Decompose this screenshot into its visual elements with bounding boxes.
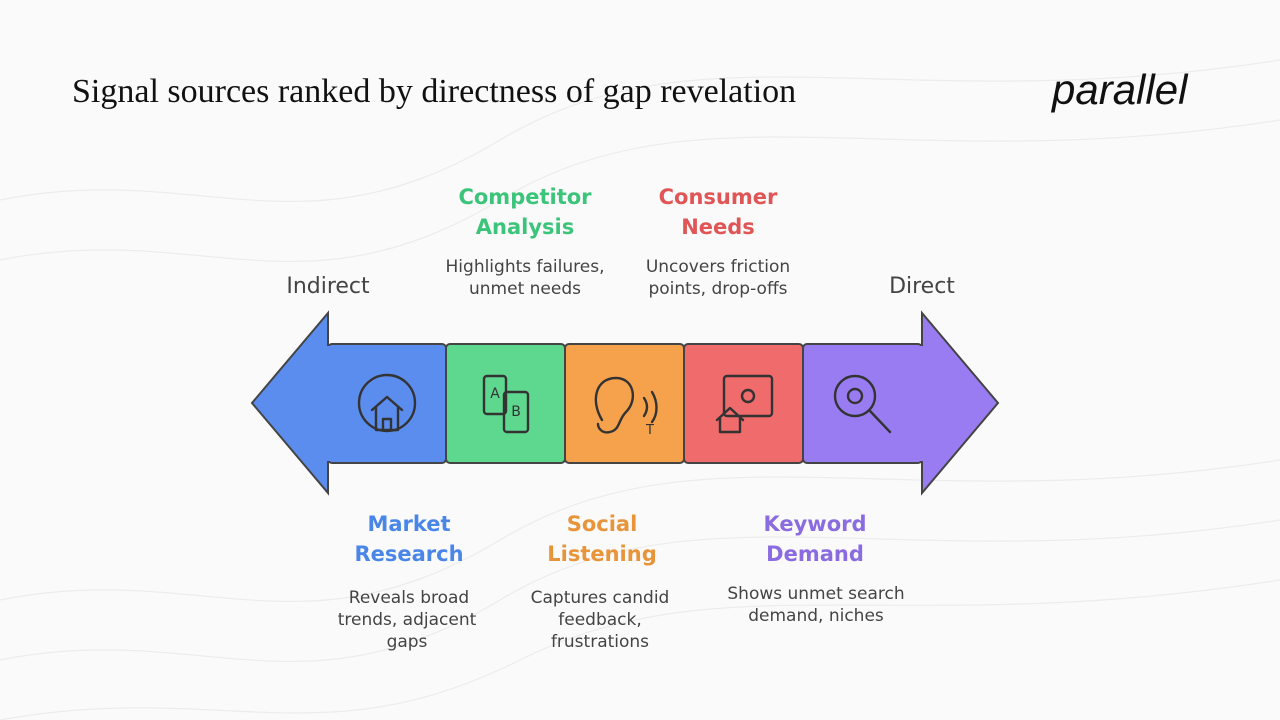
icon-ear: T [594, 376, 658, 438]
segment [683, 343, 804, 464]
item-title: Listening [547, 542, 657, 566]
arrow [250, 310, 1000, 496]
item-description: demand, niches [748, 606, 884, 626]
joint [918, 346, 932, 461]
item-title: Needs [681, 215, 755, 239]
title: Signal sources ranked by directness of g… [72, 73, 796, 110]
item-title: Keyword [763, 512, 866, 536]
item-title: Demand [766, 542, 864, 566]
item-description: trends, adjacent [338, 610, 477, 630]
joint [318, 346, 332, 461]
segment [327, 343, 447, 464]
item-description: unmet needs [469, 279, 581, 299]
icon-globe-house [357, 373, 417, 433]
item-title: Consumer [659, 185, 778, 209]
scale-left: Indirect [286, 274, 370, 299]
svg-text:T: T [645, 423, 654, 438]
segment [564, 343, 685, 464]
icon-ab: A B [482, 374, 530, 434]
item-title: Market [367, 512, 450, 536]
icon-screen-house [715, 374, 774, 434]
labels: Market Research Reveals broad trends, ad… [338, 185, 905, 652]
item-title: Competitor [458, 185, 592, 209]
svg-text:B: B [511, 404, 521, 420]
item-description: points, drop-offs [648, 279, 787, 299]
arrow-right-head [921, 310, 1000, 496]
icon-search-gear [833, 374, 892, 434]
arrow-left-head [250, 310, 329, 496]
item-description: Captures candid [531, 588, 670, 608]
item-description: Uncovers friction [646, 257, 790, 277]
item-description: frustrations [551, 632, 649, 652]
item-description: Highlights failures, [446, 257, 605, 277]
item-description: gaps [387, 632, 428, 652]
item-description: Reveals broad [349, 588, 469, 608]
icons: A B T [357, 373, 892, 438]
item-title: Analysis [476, 215, 574, 239]
item-description: feedback, [558, 610, 642, 630]
background-pattern [0, 59, 1280, 720]
item-title: Research [354, 542, 463, 566]
item-description: Shows unmet search [727, 584, 904, 604]
scale-right: Direct [889, 274, 955, 299]
segment [802, 343, 923, 464]
logo: parallel [1050, 66, 1189, 113]
svg-text:A: A [490, 386, 500, 402]
item-title: Social [567, 512, 638, 536]
